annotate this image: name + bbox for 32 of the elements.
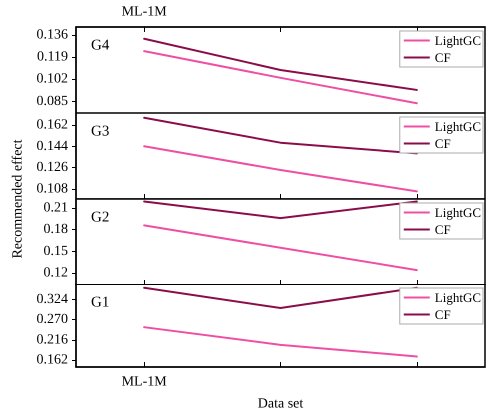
y-tick-label: 0.126 xyxy=(36,160,68,175)
legend-label: CF xyxy=(434,136,451,151)
y-tick-label: 0.15 xyxy=(44,243,68,258)
y-tick-label: 0.21 xyxy=(44,200,68,216)
y-tick-label: 0.144 xyxy=(36,138,68,154)
y-tick-label: 0.12 xyxy=(44,265,68,280)
y-tick-label: 0.108 xyxy=(36,181,68,196)
y-tick-label: 0.162 xyxy=(36,117,68,132)
y-tick-label: 0.270 xyxy=(36,312,68,328)
legend-label: LightGC xyxy=(434,33,482,48)
y-tick-label: 0.102 xyxy=(36,72,68,87)
x-tick-label: ML-1M xyxy=(122,374,168,390)
text: G4 xyxy=(91,38,110,54)
legend-label: LightGC xyxy=(434,118,482,134)
legend-label: LightGC xyxy=(434,290,482,306)
y-axis-title: Recommended effect xyxy=(10,138,26,258)
x-tick-label: ML-1M xyxy=(122,4,168,20)
y-tick-label: 0.085 xyxy=(36,94,68,109)
text: G1 xyxy=(91,294,110,311)
text: G2 xyxy=(91,209,110,225)
y-tick-label: 0.18 xyxy=(44,222,68,237)
y-tick-label: 0.119 xyxy=(37,49,68,64)
text: G3 xyxy=(91,123,110,140)
legend-label: CF xyxy=(434,222,451,236)
legend-label: CF xyxy=(434,50,451,65)
y-tick-label: 0.162 xyxy=(36,352,68,368)
y-tick-label: 0.216 xyxy=(36,332,68,348)
legend-label: LightGC xyxy=(434,204,482,220)
y-tick-label: 0.136 xyxy=(36,27,68,42)
x-axis-title: Data set xyxy=(258,396,304,412)
y-tick-label: 0.324 xyxy=(36,292,68,308)
legend-label: CF xyxy=(434,307,451,322)
